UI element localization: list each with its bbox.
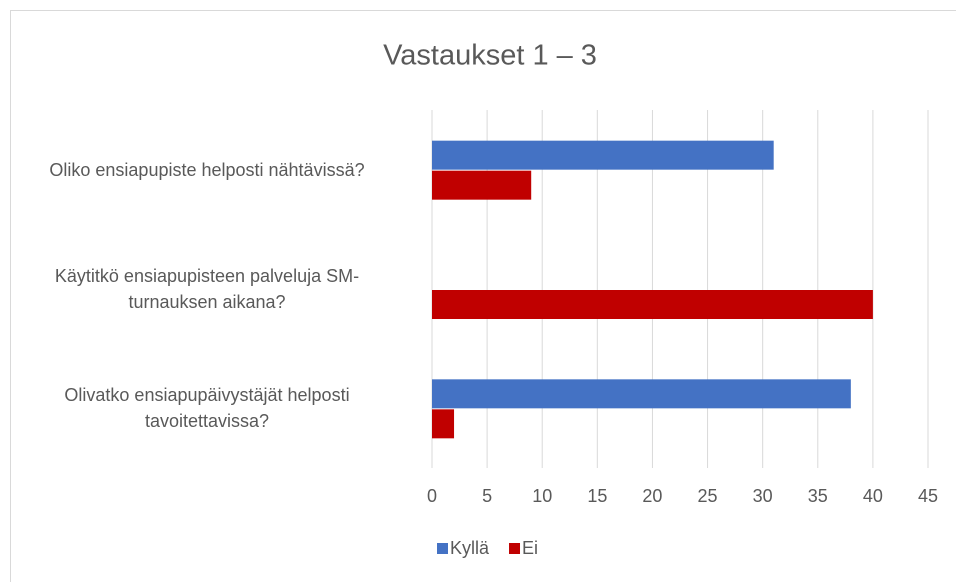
bar [432, 290, 873, 319]
bar [432, 379, 851, 409]
x-tick-label: 35 [808, 486, 828, 506]
chart-title: Vastaukset 1 – 3 [383, 40, 597, 72]
bar [432, 409, 455, 439]
x-tick-label: 40 [863, 486, 883, 506]
bar [432, 140, 774, 170]
legend-swatch [509, 543, 521, 554]
x-tick-label: 25 [698, 486, 718, 506]
chart-border [10, 10, 956, 582]
x-tick-label: 20 [642, 486, 662, 506]
x-tick-label: 15 [587, 486, 607, 506]
x-tick-label: 5 [482, 486, 492, 506]
x-tick-label: 10 [532, 486, 552, 506]
y-tick-label: Käytitkö ensiapupisteen palveluja SM-tur… [54, 266, 360, 312]
legend-label: Kyllä [450, 538, 490, 558]
legend-swatch [437, 543, 448, 554]
legend-label: Ei [522, 538, 538, 558]
y-tick-label: Olivatko ensiapupäivystäjät helposti tav… [64, 385, 350, 432]
y-tick-label: Oliko ensiapupiste helposti nähtävissä? [49, 159, 365, 180]
x-tick-label: 30 [753, 486, 773, 506]
x-tick-label: 45 [918, 486, 938, 506]
bar [432, 170, 532, 200]
x-tick-label: 0 [427, 486, 437, 506]
